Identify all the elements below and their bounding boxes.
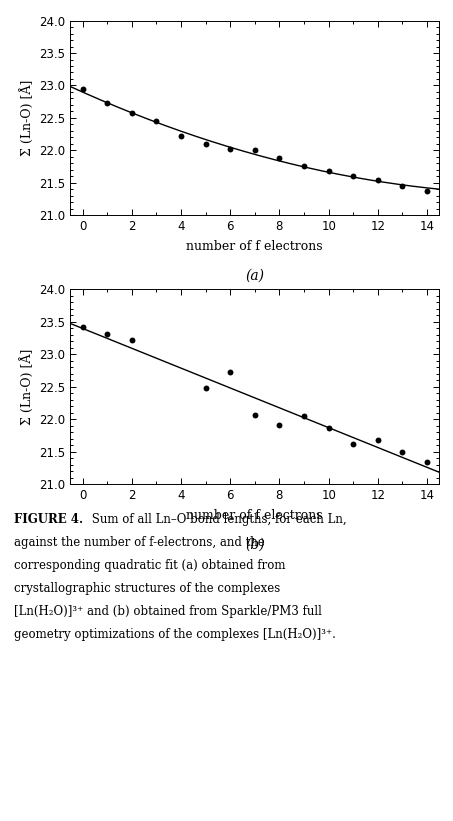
Point xyxy=(300,410,308,423)
Point xyxy=(79,321,86,334)
Text: crystallographic structures of the complexes: crystallographic structures of the compl… xyxy=(14,582,280,595)
X-axis label: number of f electrons: number of f electrons xyxy=(187,241,323,253)
Text: geometry optimizations of the complexes [Ln(H₂O)]³⁺.: geometry optimizations of the complexes … xyxy=(14,628,336,641)
Point xyxy=(374,433,381,446)
Point xyxy=(350,438,357,451)
Point xyxy=(374,173,381,186)
Point xyxy=(276,418,283,431)
Point xyxy=(128,333,135,346)
Point xyxy=(226,365,234,378)
Point xyxy=(325,421,332,434)
X-axis label: number of f electrons: number of f electrons xyxy=(187,509,323,522)
Text: against the number of f-electrons, and the: against the number of f-electrons, and t… xyxy=(14,536,265,549)
Point xyxy=(103,327,111,340)
Point xyxy=(276,152,283,165)
Point xyxy=(128,107,135,120)
Point xyxy=(251,144,258,157)
Point xyxy=(153,115,160,128)
Text: (a): (a) xyxy=(246,268,264,282)
Point xyxy=(178,130,185,143)
Y-axis label: Σ (Ln-O) [Å]: Σ (Ln-O) [Å] xyxy=(20,349,34,425)
Point xyxy=(350,169,357,182)
Point xyxy=(202,382,209,395)
Point xyxy=(424,455,431,468)
Point xyxy=(251,408,258,421)
Point xyxy=(103,96,111,109)
Point xyxy=(399,445,406,458)
Point xyxy=(226,143,234,156)
Text: Sum of all Ln–O bond lengths, for each Ln,: Sum of all Ln–O bond lengths, for each L… xyxy=(88,513,347,526)
Point xyxy=(325,165,332,178)
Point xyxy=(79,82,86,95)
Text: [Ln(H₂O)]³⁺ and (b) obtained from Sparkle/PM3 full: [Ln(H₂O)]³⁺ and (b) obtained from Sparkl… xyxy=(14,605,322,618)
Text: (b): (b) xyxy=(245,538,265,552)
Y-axis label: Σ (Ln-O) [Å]: Σ (Ln-O) [Å] xyxy=(20,80,34,156)
Point xyxy=(424,184,431,197)
Text: corresponding quadratic fit (a) obtained from: corresponding quadratic fit (a) obtained… xyxy=(14,559,285,572)
Point xyxy=(202,137,209,150)
Text: FIGURE 4.: FIGURE 4. xyxy=(14,513,83,526)
Point xyxy=(399,179,406,192)
Point xyxy=(300,159,308,172)
